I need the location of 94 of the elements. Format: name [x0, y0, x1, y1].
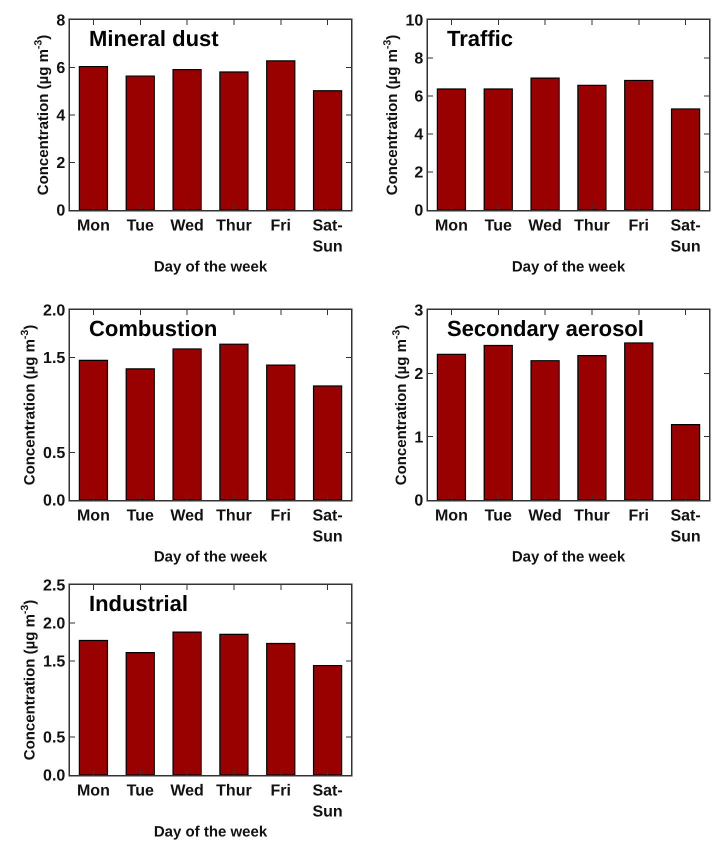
bar — [312, 664, 342, 775]
bar — [219, 344, 249, 500]
x-tick-label: Thur — [574, 508, 610, 525]
bar — [219, 71, 249, 210]
y-tick-label: 0.0 — [43, 768, 66, 785]
chart-title: Mineral dust — [89, 26, 220, 51]
y-tick-label: 0 — [414, 492, 424, 510]
x-tick-label: Sat- Sun — [312, 782, 343, 820]
bar — [312, 90, 342, 210]
bar — [624, 342, 654, 500]
x-axis-title: Day of the week — [512, 548, 626, 566]
y-tick-label: 10 — [406, 12, 424, 30]
x-tick-label: Mon — [434, 218, 468, 235]
bar — [484, 344, 513, 500]
bar — [78, 640, 108, 775]
y-tick-label: 2.0 — [43, 302, 66, 320]
x-tick-label: Wed — [170, 782, 204, 800]
x-axis-title: Day of the week — [154, 548, 268, 566]
x-tick-label: Tue — [126, 508, 154, 525]
bar — [624, 80, 654, 210]
bar — [266, 60, 296, 210]
bar — [266, 642, 296, 775]
y-tick-label: 6 — [414, 88, 424, 106]
bar — [126, 75, 155, 210]
y-tick-label: 3 — [414, 302, 424, 320]
x-tick-label: Tue — [126, 782, 154, 800]
y-tick-label: 8 — [414, 50, 424, 68]
y-tick-label: 4 — [56, 108, 66, 125]
bar — [172, 632, 202, 775]
y-tick-label: 8 — [56, 12, 66, 30]
bar — [577, 84, 607, 210]
x-tick-label: Thur — [216, 782, 252, 800]
x-tick-label: Tue — [484, 218, 512, 235]
y-tick-label: 2 — [414, 366, 424, 383]
x-tick-label: Fri — [270, 218, 291, 235]
x-tick-label: Fri — [628, 508, 649, 525]
bar — [219, 634, 249, 775]
chart-title: Combustion — [89, 316, 218, 341]
y-tick-label: 2.0 — [43, 616, 66, 633]
bar — [530, 78, 560, 210]
y-tick-label: 0.5 — [43, 730, 66, 747]
x-tick-label: Sat- Sun — [670, 508, 701, 546]
chart-title: Traffic — [447, 26, 514, 51]
bar — [78, 66, 108, 210]
x-tick-label: Fri — [628, 218, 649, 235]
x-tick-label: Fri — [270, 782, 291, 800]
x-tick-label: Fri — [270, 508, 291, 525]
bar — [670, 108, 700, 210]
bar — [436, 88, 466, 210]
y-tick-label: 0 — [414, 202, 424, 220]
x-tick-label: Thur — [574, 218, 610, 235]
y-tick-label: 2 — [414, 164, 424, 182]
bar — [172, 348, 202, 500]
x-tick-label: Sat- Sun — [670, 218, 701, 256]
bar — [530, 360, 560, 500]
x-tick-label: Tue — [484, 508, 512, 525]
y-tick-label: 1.5 — [43, 654, 66, 671]
x-tick-label: Wed — [170, 508, 204, 525]
y-tick-label: 6 — [56, 60, 66, 78]
bar — [484, 88, 513, 210]
bar — [436, 354, 466, 500]
x-axis-title: Day of the week — [154, 258, 268, 276]
y-tick-label: 0.0 — [43, 492, 66, 510]
y-tick-label: 2.5 — [43, 578, 66, 595]
bar — [266, 364, 296, 500]
x-tick-label: Mon — [76, 782, 110, 800]
bar — [78, 360, 108, 500]
y-tick-label: 0 — [56, 202, 66, 220]
x-tick-label: Thur — [216, 218, 252, 235]
x-tick-label: Sat- Sun — [312, 218, 343, 256]
chart-title: Industrial — [89, 591, 188, 616]
x-tick-label: Wed — [528, 218, 562, 235]
bar — [126, 368, 155, 500]
bar — [172, 69, 202, 210]
bar — [670, 424, 700, 500]
chart-title: Secondary aerosol — [447, 316, 644, 341]
y-tick-label: 4 — [414, 126, 424, 144]
y-tick-label: 1.5 — [43, 350, 66, 368]
x-tick-label: Sat- Sun — [312, 508, 343, 546]
x-tick-label: Wed — [170, 218, 204, 235]
bar — [577, 355, 607, 500]
x-tick-label: Tue — [126, 218, 154, 235]
x-tick-label: Wed — [528, 508, 562, 525]
x-tick-label: Mon — [76, 218, 110, 235]
x-tick-label: Thur — [216, 508, 252, 525]
y-tick-label: 1 — [414, 429, 424, 446]
y-tick-label: 0.5 — [43, 445, 66, 462]
x-tick-label: Mon — [434, 508, 468, 525]
x-axis-title: Day of the week — [154, 823, 268, 840]
x-axis-title: Day of the week — [512, 258, 626, 276]
y-tick-label: 2 — [56, 155, 66, 172]
bar — [126, 652, 155, 775]
bar — [312, 385, 342, 500]
x-tick-label: Mon — [76, 508, 110, 525]
